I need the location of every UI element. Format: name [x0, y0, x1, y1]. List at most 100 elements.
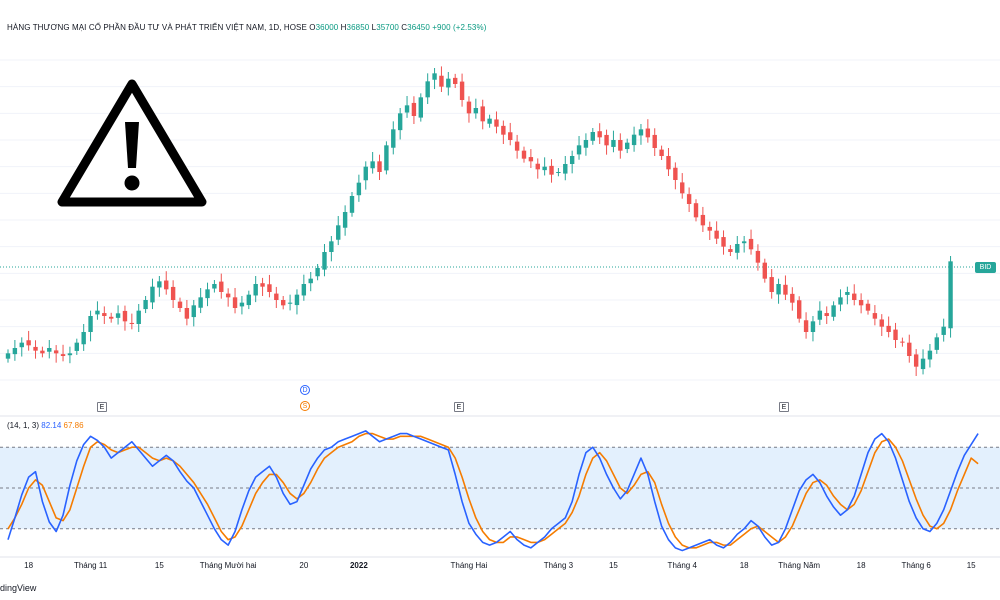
- candle-body: [74, 342, 79, 351]
- candle-body: [329, 241, 334, 252]
- stochastic-lines: [7, 430, 979, 552]
- candle-body: [246, 294, 251, 306]
- high-value: 36850: [346, 23, 370, 32]
- candle-body: [521, 150, 527, 159]
- candle-body: [274, 293, 279, 300]
- candle-body: [129, 322, 135, 324]
- candle-body: [769, 277, 774, 292]
- price-badge[interactable]: BID: [975, 262, 996, 273]
- candle-body: [342, 212, 348, 228]
- candle-body: [480, 106, 485, 122]
- candle-body: [590, 132, 595, 141]
- candle-body: [631, 134, 637, 146]
- candle-body: [645, 128, 651, 138]
- candle-body: [673, 167, 678, 180]
- earnings-marker[interactable]: E: [97, 402, 107, 412]
- candle-body: [817, 310, 823, 320]
- time-tick-label: Tháng Hai: [450, 561, 488, 570]
- candle-body: [886, 325, 891, 332]
- candle-body: [810, 321, 816, 332]
- candle-body: [748, 238, 754, 250]
- earnings-marker[interactable]: E: [779, 402, 789, 412]
- candle-body: [308, 278, 313, 284]
- candle-body: [625, 142, 630, 150]
- candle-body: [26, 340, 31, 346]
- time-tick-label: 18: [739, 561, 749, 570]
- candle-body: [446, 78, 451, 88]
- candle-body: [638, 129, 644, 136]
- time-tick-label: 15: [966, 561, 976, 570]
- candle-body: [136, 310, 141, 324]
- candle-body: [893, 329, 898, 340]
- d-value: 67.86: [63, 421, 84, 430]
- time-tick-label: 18: [24, 561, 34, 570]
- candle-body: [287, 302, 293, 304]
- candle-body: [666, 156, 671, 170]
- k-value: 82.14: [41, 421, 62, 430]
- candle-body: [604, 134, 609, 146]
- candle-body: [741, 241, 747, 244]
- open-value: 36000: [315, 23, 339, 32]
- candle-body: [934, 337, 939, 350]
- stochastic-band: [0, 446, 1000, 530]
- candle-body: [356, 182, 362, 196]
- candle-body: [501, 125, 506, 135]
- oscillator-legend: (14, 1, 3) 82.14 67.86: [7, 421, 84, 430]
- candle-body: [556, 172, 561, 173]
- candle-body: [865, 303, 871, 311]
- dividend-marker[interactable]: D: [300, 385, 310, 395]
- candle-body: [549, 165, 554, 175]
- candle-body: [913, 354, 919, 367]
- candle-body: [157, 281, 162, 288]
- candle-body: [707, 226, 712, 231]
- candle-body: [611, 140, 616, 147]
- time-tick-label: 20: [299, 561, 309, 570]
- open-label: O: [309, 23, 316, 32]
- candle-body: [19, 342, 24, 348]
- candle-body: [714, 230, 719, 239]
- candle-body: [47, 348, 52, 352]
- candle-body: [232, 297, 238, 308]
- candle-body: [219, 281, 224, 292]
- candle-body: [322, 252, 327, 270]
- time-tick-label: 15: [154, 561, 164, 570]
- candle-body: [563, 164, 568, 174]
- candle-body: [418, 97, 423, 118]
- candle-body: [363, 166, 368, 181]
- candle-body: [53, 350, 59, 354]
- candle-body: [721, 237, 726, 247]
- candle-body: [5, 353, 11, 359]
- tradingview-watermark[interactable]: dingView: [0, 583, 37, 593]
- candle-body: [453, 77, 458, 84]
- candle-body: [803, 320, 809, 332]
- time-tick-label: Tháng 4: [667, 561, 697, 570]
- candle-body: [109, 316, 114, 319]
- candle-body: [88, 316, 93, 332]
- candle-body: [459, 81, 465, 100]
- candle-body: [824, 313, 829, 316]
- candle-body: [879, 319, 884, 327]
- candle-body: [40, 350, 45, 354]
- candle-body: [281, 300, 286, 306]
- split-marker[interactable]: S: [300, 401, 310, 411]
- candle-body: [198, 297, 203, 308]
- candle-body: [384, 145, 389, 171]
- earnings-marker[interactable]: E: [454, 402, 464, 412]
- candle-body: [700, 214, 706, 226]
- candle-body: [783, 284, 788, 295]
- candle-body: [336, 225, 341, 240]
- candle-body: [267, 284, 272, 292]
- time-tick-label: Tháng 11: [73, 561, 108, 570]
- chart-grid: [0, 59, 1000, 558]
- candle-body: [67, 353, 73, 356]
- time-tick-label: Tháng 6: [901, 561, 931, 570]
- candle-body: [838, 297, 843, 305]
- candle-body: [948, 261, 953, 329]
- candle-body: [377, 161, 382, 172]
- stoch-k-line: [7, 430, 979, 552]
- time-tick-label: 15: [608, 561, 618, 570]
- candle-body: [852, 293, 857, 300]
- candle-body: [225, 293, 231, 298]
- candle-body: [370, 161, 375, 169]
